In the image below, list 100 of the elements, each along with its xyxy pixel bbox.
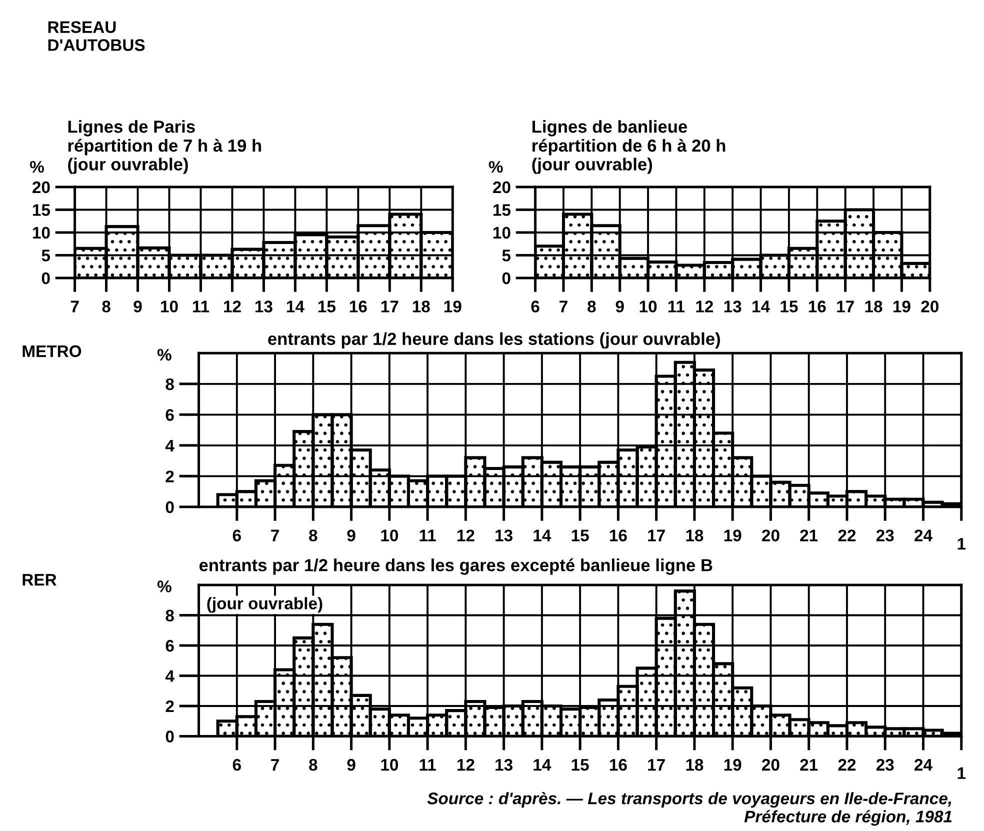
annotation: 1	[958, 767, 966, 779]
x-tick-label: 20	[921, 300, 938, 312]
y-tick-label: 5	[502, 250, 511, 262]
y-tick-label: 20	[493, 181, 510, 194]
x-tick-label: 16	[808, 300, 826, 312]
x-tick-label: 14	[534, 530, 552, 542]
x-tick-label: 11	[420, 530, 436, 542]
y-tick-label: 5	[42, 250, 50, 262]
x-tick-label: 18	[865, 300, 882, 312]
x-tick-label: 19	[724, 530, 742, 542]
x-tick-label: 22	[838, 530, 856, 542]
x-tick-label: 12	[696, 300, 714, 312]
y-tick-label: 4	[165, 440, 174, 452]
x-tick-label: 7	[271, 530, 279, 542]
x-tick-label: 24	[914, 758, 932, 771]
x-tick-label: 17	[837, 300, 854, 312]
y-tick-label: 6	[166, 409, 174, 421]
chart-title: entrants par 1/2 heure dans les gares excepté banlieue ligne B	[199, 558, 712, 575]
x-tick-label: 23	[876, 758, 894, 771]
x-tick-label: 17	[381, 300, 398, 312]
x-tick-label: 12	[224, 300, 241, 312]
x-tick-label: 18	[686, 758, 704, 771]
x-tick-label: 13	[255, 300, 272, 312]
y-tick-label: 0	[502, 272, 510, 284]
x-tick-label: 12	[457, 530, 474, 542]
x-tick-label: 13	[496, 758, 512, 771]
x-tick-label: 21	[800, 758, 818, 771]
x-tick-label: 16	[350, 300, 367, 312]
y-axis-title: %	[30, 161, 44, 173]
y-tick-label: 8	[166, 378, 174, 390]
y-tick-label: 10	[32, 226, 50, 239]
x-tick-label: 15	[572, 759, 589, 771]
y-tick-label: 15	[494, 204, 511, 216]
x-tick-label: 24	[914, 530, 932, 542]
x-tick-label: 9	[347, 758, 356, 771]
y-tick-label: 0	[42, 272, 50, 284]
x-tick-label: 13	[724, 300, 742, 312]
x-tick-label: 6	[232, 758, 241, 771]
y-tick-label: 8	[166, 610, 174, 622]
x-tick-label: 16	[610, 530, 627, 542]
x-tick-label: 17	[648, 530, 665, 542]
text: RER	[22, 574, 56, 586]
y-tick-label: 20	[32, 181, 50, 194]
x-tick-label: 17	[648, 759, 665, 771]
y-tick-label: 10	[494, 226, 510, 239]
x-tick-label: 14	[752, 300, 770, 312]
annotation: (jour ouvrable)	[207, 597, 322, 613]
x-tick-label: 8	[309, 530, 318, 542]
x-tick-label: 8	[309, 758, 318, 771]
x-tick-label: 9	[616, 300, 624, 312]
x-tick-label: 14	[534, 759, 552, 771]
annotation: 1	[958, 538, 966, 550]
x-tick-label: 19	[444, 300, 462, 312]
x-tick-label: 22	[838, 758, 856, 771]
x-tick-label: 18	[412, 300, 430, 312]
x-tick-label: 20	[762, 758, 780, 771]
x-tick-label: 10	[640, 300, 657, 312]
y-tick-label: 2	[166, 470, 174, 482]
chart-title: Lignes de Paris répartition de 7 h à 19 h (jour ouvrable)	[68, 120, 262, 174]
x-tick-label: 11	[668, 300, 685, 312]
x-tick-label: 23	[876, 530, 894, 542]
y-tick-label: 4	[165, 670, 174, 682]
x-tick-label: 11	[420, 759, 436, 771]
x-tick-label: 9	[134, 300, 142, 312]
x-tick-label: 10	[381, 530, 398, 542]
x-tick-label: 18	[686, 530, 704, 542]
x-tick-label: 11	[192, 300, 210, 312]
y-tick-label: 6	[166, 640, 174, 652]
x-tick-label: 8	[588, 300, 596, 312]
x-tick-label: 15	[780, 300, 798, 312]
x-tick-label: 15	[318, 300, 336, 312]
x-tick-label: 15	[572, 530, 589, 542]
y-tick-label: 2	[166, 700, 174, 712]
x-tick-label: 9	[347, 530, 356, 542]
x-tick-label: 6	[232, 530, 241, 542]
x-tick-label: 14	[286, 300, 304, 312]
x-tick-label: 7	[271, 759, 279, 771]
text: METRO	[22, 345, 82, 358]
x-tick-label: 7	[560, 300, 568, 312]
x-tick-label: 6	[531, 300, 540, 312]
x-tick-label: 10	[381, 758, 398, 771]
x-tick-label: 16	[610, 758, 627, 771]
x-tick-label: 21	[800, 530, 818, 542]
y-tick-label: 15	[32, 204, 50, 216]
x-tick-label: 8	[102, 300, 110, 312]
y-axis-title: %	[157, 580, 172, 592]
text: RESEAU D'AUTOBUS	[48, 21, 145, 51]
y-tick-label: 0	[166, 730, 174, 742]
x-tick-label: 12	[457, 758, 474, 771]
chart-title: Lignes de banlieue répartition de 6 h à 20 h (jour ouvrable)	[532, 120, 726, 174]
y-tick-label: 0	[166, 501, 174, 514]
source-note: Source : d'après. — Les transports de voyageurs en Ile-de-France, Préfecture de région, 1981	[427, 792, 952, 826]
chart-title: entrants par 1/2 heure dans les stations (jour ouvrable)	[268, 332, 720, 348]
x-tick-label: 7	[70, 300, 79, 312]
x-tick-label: 13	[496, 530, 512, 542]
x-tick-label: 20	[762, 530, 780, 542]
x-tick-label: 19	[893, 300, 910, 312]
y-axis-title: %	[488, 161, 503, 173]
x-tick-label: 19	[724, 758, 742, 771]
y-axis-title: %	[157, 348, 172, 361]
